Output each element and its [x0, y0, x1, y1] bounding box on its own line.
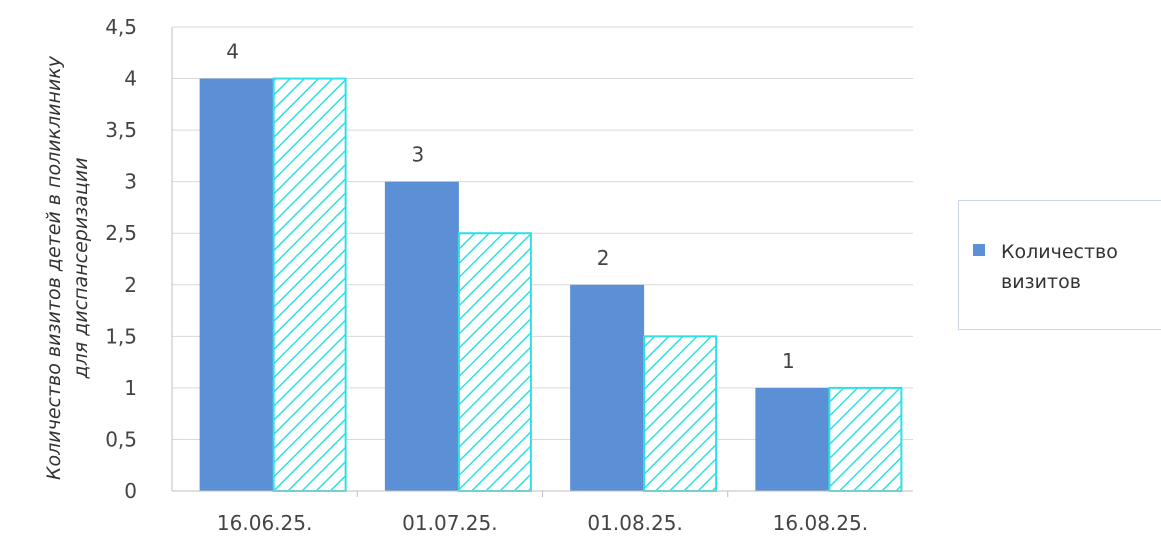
y-tick-label: 3: [124, 170, 137, 194]
bar-hatched: [457, 232, 532, 492]
bar: [384, 181, 459, 491]
bar: [755, 387, 830, 491]
x-tick-label: 01.08.25.: [587, 511, 682, 535]
data-label: 4: [226, 40, 239, 64]
bar-hatched: [828, 386, 903, 492]
y-tick-label: 0: [124, 479, 137, 503]
legend: Количество визитов: [958, 200, 1161, 330]
legend-swatch: [973, 244, 985, 256]
data-label: 1: [782, 349, 795, 373]
y-tick-label: 2: [124, 273, 137, 297]
bar: [199, 78, 274, 492]
y-tick-label: 1: [124, 376, 137, 400]
bar-hatched: [272, 77, 347, 493]
data-label: 3: [412, 143, 425, 167]
y-tick-label: 4,5: [105, 15, 137, 39]
y-tick-label: 1,5: [105, 324, 137, 348]
x-tick-label: 16.06.25.: [217, 511, 312, 535]
bar-hatched: [643, 335, 718, 493]
y-tick-label: 2,5: [105, 221, 137, 245]
x-tick-label: 16.08.25.: [773, 511, 868, 535]
bar: [570, 284, 645, 491]
y-axis-label: Количество визитов детей в поликлинику д…: [43, 55, 92, 481]
x-tick-label: 01.07.25.: [402, 511, 497, 535]
data-label: 2: [597, 246, 610, 270]
y-tick-label: 3,5: [105, 118, 137, 142]
y-tick-label: 0,5: [105, 427, 137, 451]
legend-label: Количество визитов: [1001, 241, 1118, 293]
y-tick-label: 4: [124, 67, 137, 91]
